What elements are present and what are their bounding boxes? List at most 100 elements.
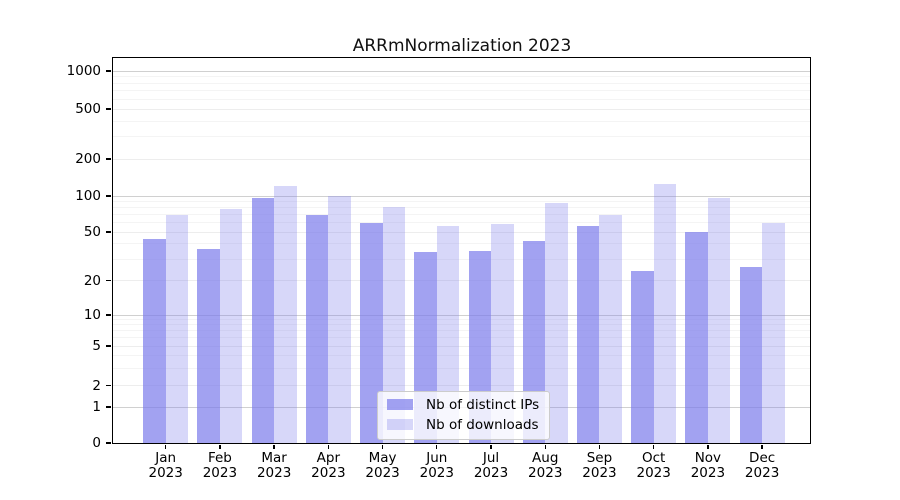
bar-distinct-ips-jan: [143, 238, 166, 443]
bar-distinct-ips-mar: [251, 197, 275, 443]
x-tickmark: [761, 444, 763, 450]
y-tickmark: [106, 442, 111, 444]
x-tick-month: Oct: [642, 450, 666, 466]
bar-downloads-jan: [165, 214, 189, 443]
x-tick-label: Sep 2023: [571, 451, 627, 481]
x-tickmark: [381, 444, 384, 450]
x-tickmark: [165, 444, 167, 450]
y-tick-label: 100: [75, 188, 101, 204]
y-minor-gridline: [113, 222, 810, 224]
y-tickmark: [106, 406, 111, 408]
y-minor-gridline: [113, 76, 810, 78]
bar-downloads-jun: [436, 226, 460, 443]
y-tick-label: 50: [83, 224, 101, 240]
x-tick-year: 2023: [148, 465, 183, 481]
x-tick-label: Dec 2023: [734, 451, 790, 481]
plot-area: 0 1 2 5 10 20 50 100 200 500 1000 Jan 2023 Feb 2023 Mar…: [67, 57, 811, 481]
x-tick-label: Jul 2023: [463, 451, 519, 481]
x-tick-label: Mar 2023: [246, 451, 302, 481]
x-tickmark: [490, 444, 492, 450]
y-tick-label: 1000: [66, 63, 101, 79]
y-minor-gridline: [113, 82, 810, 84]
x-tick-year: 2023: [473, 465, 509, 481]
x-tick-label: Aug 2023: [517, 451, 573, 481]
y-gridline: [113, 385, 810, 386]
x-tick-label: Oct 2023: [626, 451, 682, 481]
y-tickmark: [106, 314, 111, 316]
y-tick-label: 20: [83, 272, 101, 289]
bar-downloads-oct: [653, 183, 677, 443]
bar-distinct-ips-may: [360, 222, 383, 443]
y-tick-label: 5: [92, 338, 101, 354]
x-tick-year: 2023: [528, 465, 563, 481]
y-minor-gridline: [113, 367, 810, 369]
x-tickmark: [598, 444, 601, 450]
legend-swatch: [387, 398, 413, 411]
x-tick-label: Nov 2023: [680, 451, 736, 481]
y-minor-gridline: [113, 200, 810, 202]
chart-title: ARRmNormalization 2023: [352, 36, 572, 56]
x-tickmark: [436, 444, 438, 450]
legend-entry: Nb of downloads: [387, 417, 539, 433]
legend: Nb of distinct IPs Nb of downloads: [377, 390, 551, 440]
x-tick-year: 2023: [419, 465, 454, 481]
x-tick-year: 2023: [582, 465, 617, 481]
legend-swatch: [387, 418, 413, 431]
x-tick-label: May 2023: [355, 451, 411, 481]
bar-downloads-aug: [545, 203, 568, 443]
bar-distinct-ips-nov: [685, 232, 708, 443]
y-gridline: [113, 70, 810, 72]
y-tick-label: 0: [92, 435, 101, 451]
y-gridline: [113, 345, 810, 347]
bar-downloads-mar: [274, 185, 297, 443]
y-tickmark: [106, 70, 111, 72]
y-tickmark: [106, 280, 111, 282]
x-tick-year: 2023: [202, 465, 238, 481]
y-tickmark: [106, 231, 111, 233]
y-gridline: [113, 231, 810, 233]
x-tick-month: Jan: [155, 450, 177, 466]
x-tick-year: 2023: [365, 465, 400, 481]
bar-downloads-jul: [491, 224, 514, 443]
y-minor-gridline: [113, 330, 810, 332]
x-tick-label: Jan 2023: [138, 451, 194, 481]
x-tickmark: [273, 444, 275, 450]
y-minor-gridline: [113, 355, 810, 357]
y-tick-label: 10: [83, 307, 101, 323]
x-tick-year: 2023: [744, 465, 780, 481]
y-tickmark: [106, 384, 111, 387]
x-tick-month: Aug: [532, 450, 559, 466]
y-minor-gridline: [113, 90, 810, 92]
y-tickmark: [106, 345, 111, 347]
x-tick-month: Dec: [749, 450, 776, 466]
bar-downloads-dec: [762, 222, 785, 443]
legend-label: Nb of downloads: [426, 416, 539, 433]
bar-distinct-ips-dec: [739, 266, 763, 443]
y-gridline: [113, 108, 810, 110]
bar-downloads-feb: [219, 208, 243, 443]
x-tick-month: Feb: [207, 450, 232, 466]
y-tickmark: [106, 195, 111, 197]
y-minor-gridline: [113, 319, 810, 321]
y-minor-gridline: [113, 136, 810, 138]
x-tick-year: 2023: [256, 465, 292, 481]
y-minor-gridline: [113, 258, 810, 260]
bar-distinct-ips-oct: [631, 271, 654, 443]
bar-downloads-may: [382, 206, 406, 443]
y-minor-gridline: [113, 324, 810, 326]
legend-entry: Nb of distinct IPs: [387, 397, 539, 413]
x-tick-year: 2023: [636, 465, 671, 481]
legend-label: Nb of distinct IPs: [426, 396, 540, 413]
x-tickmark: [219, 444, 221, 450]
x-tick-year: 2023: [690, 465, 726, 481]
y-minor-gridline: [113, 120, 810, 122]
x-tick-label: Apr 2023: [300, 451, 356, 481]
y-minor-gridline: [113, 214, 810, 216]
y-minor-gridline: [113, 337, 810, 339]
bar-distinct-ips-sep: [576, 226, 600, 443]
y-tickmark: [106, 108, 111, 110]
x-tick-label: Jun 2023: [409, 451, 465, 481]
bar-downloads-apr: [328, 196, 351, 443]
x-tick-label: Feb 2023: [192, 451, 248, 481]
y-gridline: [113, 280, 810, 282]
